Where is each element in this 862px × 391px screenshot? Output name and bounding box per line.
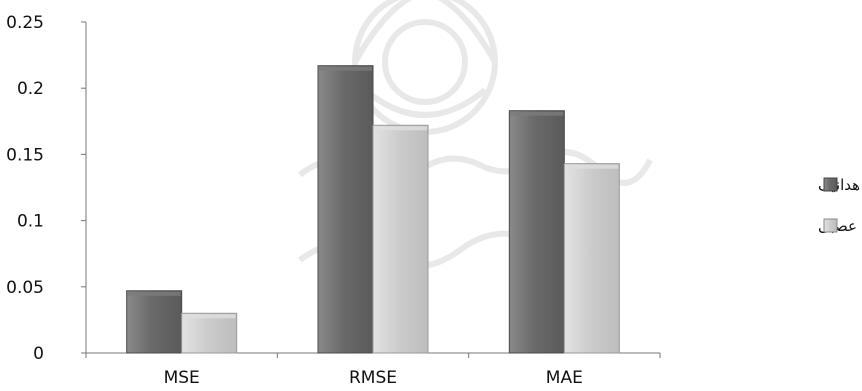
category-labels: MSE RMSE MAE [164, 368, 583, 388]
legend-item-series-1: مدل هدانیک [818, 176, 862, 194]
legend-swatch-series-1 [823, 177, 838, 192]
x-category-label: MSE [164, 368, 200, 388]
y-tick-label: 0.05 [6, 278, 44, 298]
y-tick-label: 0.25 [6, 13, 44, 33]
bars [126, 65, 620, 354]
bar-top-highlight [182, 314, 236, 319]
bar-top-highlight [565, 164, 619, 169]
bar-mse-series-2 [181, 312, 238, 354]
bar-mae-series-2 [563, 163, 620, 354]
legend-item-series-2: مدل شبکه عصبی [818, 217, 862, 235]
y-tick-label: 0.15 [6, 145, 44, 165]
bar-top-highlight [127, 291, 181, 296]
bar-mse-series-1 [126, 290, 183, 354]
y-tick-label: 0.1 [17, 212, 44, 232]
bar-top-highlight [510, 111, 564, 116]
y-tick-label: 0.2 [17, 79, 44, 99]
bar-rmse-series-1 [317, 65, 374, 354]
bar-rmse-series-2 [372, 124, 429, 354]
x-category-label: RMSE [349, 368, 397, 388]
x-axis-ticks [85, 353, 661, 358]
legend: مدل هدانیک مدل شبکه عصبی [818, 176, 862, 235]
bar-top-highlight [374, 126, 427, 131]
legend-swatch-series-2 [823, 218, 838, 233]
x-category-label: MAE [546, 368, 583, 388]
y-tick-label: 0 [33, 344, 44, 364]
bar-top-highlight [319, 66, 372, 71]
y-axis-ticks: 0 0.05 0.1 0.15 0.2 0.25 [6, 13, 86, 364]
bar-mae-series-1 [508, 110, 565, 354]
